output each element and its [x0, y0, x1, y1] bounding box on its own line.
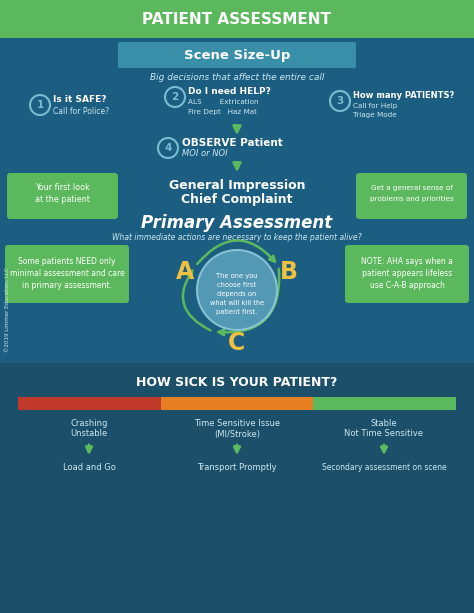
Text: Fire Dept   Haz Mat: Fire Dept Haz Mat — [188, 109, 257, 115]
Text: Chief Complaint: Chief Complaint — [181, 194, 293, 207]
FancyBboxPatch shape — [118, 42, 356, 68]
Text: Triage Mode: Triage Mode — [353, 112, 397, 118]
Text: Call for Help: Call for Help — [353, 103, 397, 109]
Text: PATIENT ASSESSMENT: PATIENT ASSESSMENT — [143, 12, 331, 26]
Text: HOW SICK IS YOUR PATIENT?: HOW SICK IS YOUR PATIENT? — [137, 376, 337, 389]
Bar — [313, 397, 456, 410]
Text: C: C — [228, 331, 246, 355]
Text: Stable: Stable — [371, 419, 397, 428]
FancyBboxPatch shape — [7, 173, 118, 219]
Bar — [0, 363, 474, 613]
Text: (MI/Stroke): (MI/Stroke) — [214, 430, 260, 438]
Text: patient appears lifeless: patient appears lifeless — [362, 268, 452, 278]
Text: Load and Go: Load and Go — [63, 463, 116, 473]
Text: OBSERVE Patient: OBSERVE Patient — [182, 138, 283, 148]
Bar — [161, 397, 313, 410]
Text: what will kill the: what will kill the — [210, 300, 264, 306]
Bar — [18, 397, 161, 410]
Text: Big decisions that affect the entire call: Big decisions that affect the entire cal… — [150, 74, 324, 83]
Text: 1: 1 — [36, 100, 44, 110]
Text: Primary Assessment: Primary Assessment — [141, 214, 333, 232]
Text: in primary assessment.: in primary assessment. — [22, 281, 112, 289]
Text: Your first look: Your first look — [35, 183, 90, 192]
Text: Transport Promptly: Transport Promptly — [197, 463, 277, 473]
Text: minimal assessment and care: minimal assessment and care — [9, 268, 124, 278]
Text: ALS        Extrication: ALS Extrication — [188, 99, 258, 105]
Text: Secondary assessment on scene: Secondary assessment on scene — [322, 463, 447, 473]
Text: Time Sensitive Issue: Time Sensitive Issue — [194, 419, 280, 428]
Text: depends on: depends on — [218, 291, 256, 297]
Text: Not Time Sensitive: Not Time Sensitive — [345, 430, 423, 438]
FancyBboxPatch shape — [345, 245, 469, 303]
Text: choose first: choose first — [218, 282, 256, 288]
Text: 4: 4 — [164, 143, 172, 153]
Text: MOI or NOI: MOI or NOI — [182, 150, 228, 159]
Text: patient first.: patient first. — [216, 309, 258, 315]
Text: How many PATIENTS?: How many PATIENTS? — [353, 91, 454, 99]
Text: 3: 3 — [337, 96, 344, 106]
Text: General Impression: General Impression — [169, 180, 305, 192]
Text: What immediate actions are necessary to keep the patient alive?: What immediate actions are necessary to … — [112, 232, 362, 242]
FancyBboxPatch shape — [356, 173, 467, 219]
FancyBboxPatch shape — [5, 245, 129, 303]
Text: The one you: The one you — [216, 273, 258, 279]
Text: ©2019 Limmer Education, LLC: ©2019 Limmer Education, LLC — [4, 268, 9, 352]
Text: Do I need HELP?: Do I need HELP? — [188, 86, 271, 96]
Text: Crashing: Crashing — [70, 419, 108, 428]
Circle shape — [197, 250, 277, 330]
Bar — [0, 0, 474, 38]
Text: Call for Police?: Call for Police? — [53, 107, 109, 115]
Text: Unstable: Unstable — [70, 430, 108, 438]
Text: 2: 2 — [172, 92, 179, 102]
Text: at the patient: at the patient — [35, 194, 90, 204]
Text: use C-A-B approach: use C-A-B approach — [370, 281, 445, 289]
Text: problems and priorities: problems and priorities — [370, 196, 454, 202]
Text: A: A — [176, 260, 194, 284]
Text: B: B — [280, 260, 298, 284]
Text: NOTE: AHA says when a: NOTE: AHA says when a — [361, 256, 453, 265]
Text: Get a general sense of: Get a general sense of — [371, 185, 452, 191]
Text: Some patients NEED only: Some patients NEED only — [18, 256, 116, 265]
Text: Is it SAFE?: Is it SAFE? — [53, 96, 107, 104]
Text: Scene Size-Up: Scene Size-Up — [184, 48, 290, 61]
